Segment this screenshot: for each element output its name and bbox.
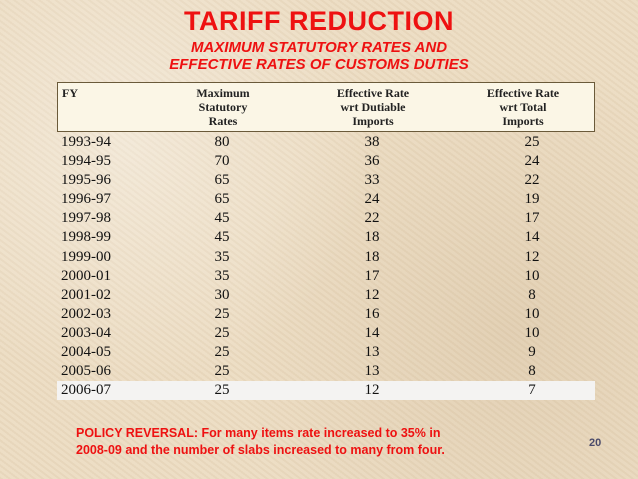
cell-max-rate: 25 xyxy=(214,324,230,341)
table-row: 1993-94 80 38 25 xyxy=(57,133,595,152)
cell-max-rate: 30 xyxy=(214,286,230,303)
cell-fy: 1997-98 xyxy=(61,210,111,227)
cell-eff-total: 14 xyxy=(524,229,540,246)
table-row: 1995-96 65 33 22 xyxy=(57,171,595,190)
header-eff-total-line-2: wrt Total xyxy=(499,100,547,114)
cell-fy: 2000-01 xyxy=(61,267,111,284)
cell-max-rate: 45 xyxy=(214,210,230,227)
table-row: 1998-99 45 18 14 xyxy=(57,228,595,247)
cell-fy: 2003-04 xyxy=(61,324,111,341)
cell-max-rate: 35 xyxy=(214,248,230,265)
cell-eff-total: 10 xyxy=(524,267,540,284)
cell-eff-total: 8 xyxy=(528,363,536,380)
cell-fy: 1998-99 xyxy=(61,229,111,246)
cell-fy: 1993-94 xyxy=(61,134,111,150)
header-fy: FY xyxy=(62,86,78,100)
cell-fy: 2004-05 xyxy=(61,344,111,361)
cell-eff-total: 7 xyxy=(528,382,536,399)
cell-eff-dutiable: 17 xyxy=(364,267,380,284)
cell-eff-dutiable: 13 xyxy=(364,363,380,380)
cell-eff-total: 24 xyxy=(524,153,540,170)
cell-eff-dutiable: 12 xyxy=(364,286,380,303)
cell-fy: 1995-96 xyxy=(61,172,111,189)
cell-eff-total: 10 xyxy=(524,305,540,322)
cell-eff-total: 19 xyxy=(524,191,540,208)
cell-max-rate: 45 xyxy=(214,229,230,246)
cell-eff-total: 10 xyxy=(524,324,540,341)
cell-eff-dutiable: 16 xyxy=(364,305,380,322)
table-row: 2005-06 25 13 8 xyxy=(57,362,595,381)
cell-eff-total: 8 xyxy=(528,286,536,303)
cell-eff-dutiable: 36 xyxy=(364,153,380,170)
slide-title: TARIFF REDUCTION xyxy=(184,6,454,36)
cell-fy: 1994-95 xyxy=(61,153,111,170)
table-row: 2006-07 25 12 7 xyxy=(57,381,595,401)
table-row: 2004-05 25 13 9 xyxy=(57,343,595,362)
cell-fy: 2002-03 xyxy=(61,305,111,322)
cell-eff-dutiable: 18 xyxy=(364,229,380,246)
table-row: 1997-98 45 22 17 xyxy=(57,209,595,228)
cell-max-rate: 65 xyxy=(214,191,230,208)
cell-eff-total: 22 xyxy=(524,172,540,189)
cell-fy: 2005-06 xyxy=(61,363,111,380)
cell-eff-dutiable: 14 xyxy=(364,324,380,341)
header-effective-rate-dutiable: Effective Rate wrt Dutiable Imports xyxy=(308,86,438,128)
header-eff-total-line-3: Imports xyxy=(502,114,544,128)
cell-max-rate: 25 xyxy=(214,344,230,361)
header-eff-dutiable-line-3: Imports xyxy=(352,114,394,128)
subtitle-line-1: MAXIMUM STATUTORY RATES AND xyxy=(190,39,448,56)
header-max-line-2: Statutory xyxy=(198,100,248,114)
cell-fy: 1996-97 xyxy=(61,191,111,208)
header-max-statutory-rates: Maximum Statutory Rates xyxy=(168,86,278,128)
cell-eff-dutiable: 18 xyxy=(364,248,380,265)
header-max-line-3: Rates xyxy=(208,114,238,128)
cell-eff-dutiable: 24 xyxy=(364,191,380,208)
cell-eff-dutiable: 38 xyxy=(364,134,380,150)
cell-fy: 1999-00 xyxy=(61,248,111,265)
header-eff-dutiable-line-1: Effective Rate xyxy=(336,86,410,100)
table-row: 2001-02 30 12 8 xyxy=(57,286,595,305)
policy-reversal-note: POLICY REVERSAL: For many items rate inc… xyxy=(76,425,576,459)
subtitle-line-2: EFFECTIVE RATES OF CUSTOMS DUTIES xyxy=(169,56,469,73)
cell-eff-total: 12 xyxy=(524,248,540,265)
cell-eff-total: 9 xyxy=(528,344,536,361)
table-row: 1996-97 65 24 19 xyxy=(57,190,595,209)
page-number: 20 xyxy=(589,437,602,449)
cell-eff-dutiable: 33 xyxy=(364,172,380,189)
table-row: 1999-00 35 18 12 xyxy=(57,248,595,267)
cell-eff-total: 17 xyxy=(524,210,540,227)
header-eff-total-line-1: Effective Rate xyxy=(486,86,560,100)
table-row: 2000-01 35 17 10 xyxy=(57,267,595,286)
table-row: 1994-95 70 36 24 xyxy=(57,152,595,171)
table-row: 2003-04 25 14 10 xyxy=(57,324,595,343)
footnote-line-2: 2008-09 and the number of slabs increase… xyxy=(76,443,445,457)
cell-eff-dutiable: 12 xyxy=(364,382,380,399)
header-eff-dutiable-line-2: wrt Dutiable xyxy=(340,100,406,114)
table-header: FY Maximum Statutory Rates Effective Rat… xyxy=(57,82,595,132)
cell-max-rate: 25 xyxy=(214,363,230,380)
cell-max-rate: 80 xyxy=(214,134,230,150)
cell-eff-total: 25 xyxy=(524,134,540,150)
slide-subtitle: MAXIMUM STATUTORY RATES AND EFFECTIVE RA… xyxy=(0,39,638,73)
cell-fy: 2006-07 xyxy=(61,382,111,399)
table-row: 2002-03 25 16 10 xyxy=(57,305,595,324)
cell-max-rate: 25 xyxy=(214,305,230,322)
cell-fy: 2001-02 xyxy=(61,286,111,303)
header-max-line-1: Maximum xyxy=(196,86,250,100)
cell-eff-dutiable: 22 xyxy=(364,210,380,227)
cell-max-rate: 35 xyxy=(214,267,230,284)
header-effective-rate-total: Effective Rate wrt Total Imports xyxy=(453,86,593,128)
cell-max-rate: 70 xyxy=(214,153,230,170)
cell-max-rate: 25 xyxy=(214,382,230,399)
table-body: 1993-94 80 38 25 1994-95 70 36 24 1995-96 65 33 22 1… xyxy=(57,133,595,401)
cell-max-rate: 65 xyxy=(214,172,230,189)
cell-eff-dutiable: 13 xyxy=(364,344,380,361)
footnote-line-1: POLICY REVERSAL: For many items rate inc… xyxy=(76,426,441,440)
